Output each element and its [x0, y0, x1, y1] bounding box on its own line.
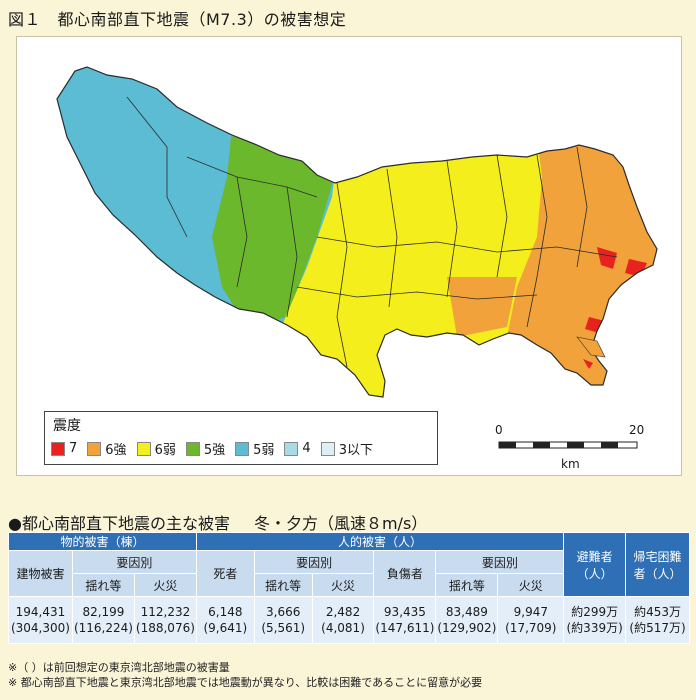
figure-title: 図１ 都心南部直下地震（M7.3）の被害想定 [8, 10, 347, 29]
legend-swatch [51, 441, 65, 456]
building-damage-value: 194,431 (304,300) [8, 596, 73, 644]
injured-cause-header: 要因別 [435, 550, 565, 574]
legend-item: 5弱 [235, 439, 274, 458]
evacuees-header: 避難者（人） [563, 532, 627, 597]
scale-unit-label: km [561, 457, 580, 471]
building-shaking-value: 82,199 (116,224) [71, 596, 135, 644]
stranded-value: 約453万 (約517万) [625, 596, 690, 644]
legend-items: 7 6強 6弱 5強 5弱 4 3以下 [51, 439, 373, 458]
injured-header: 負傷者 [373, 550, 437, 597]
death-fire-header: 火災 [311, 573, 375, 597]
footnote: ※ 都心南部直下地震と東京湾北部地震では地震動が異なり、比較は困難であることに留… [8, 676, 483, 689]
footnote: ※（ ）は前回想定の東京湾北部地震の被害量 [8, 661, 230, 674]
building-fire-header: 火災 [133, 573, 197, 597]
legend-item: 6弱 [136, 439, 176, 458]
legend-swatch [320, 441, 335, 456]
death-value: 6,148 (9,641) [195, 596, 255, 644]
death-shaking-header: 揺れ等 [253, 573, 313, 597]
death-header: 死者 [195, 550, 255, 597]
building-shaking-header: 揺れ等 [71, 573, 135, 597]
human-damage-header: 人的被害（人） [195, 532, 565, 551]
scale-end-label: 20 [629, 423, 645, 437]
physical-damage-header: 物的被害（棟） [8, 532, 197, 551]
building-damage-header: 建物被害 [8, 550, 73, 597]
scale-bar-graphic [498, 441, 638, 449]
stranded-header: 帰宅困難者（人） [625, 532, 690, 597]
section-subtitle: 冬・夕方（風速８m/s） [253, 514, 428, 533]
legend-swatch [185, 441, 200, 456]
injured-fire-header: 火災 [497, 573, 565, 597]
building-cause-header: 要因別 [71, 550, 197, 574]
intensity-map-panel: 震度 7 6強 6弱 5強 5弱 4 3以下 0 20 km [16, 36, 682, 476]
intensity-legend: 震度 7 6強 6弱 5強 5弱 4 3以下 [44, 411, 438, 465]
ward-boundaries [56, 66, 658, 398]
death-fire-value: 2,482 (4,081) [311, 596, 375, 644]
evacuees-value: 約299万 (約339万) [563, 596, 627, 644]
footnotes: ※（ ）は前回想定の東京湾北部地震の被害量 ※ 都心南部直下地震と東京湾北部地震… [8, 660, 482, 690]
legend-item: 7 [51, 439, 77, 458]
intensity-zones [57, 67, 657, 397]
scale-start-label: 0 [495, 423, 503, 437]
legend-item: 6強 [87, 439, 127, 458]
injured-fire-value: 9,947 (17,709) [497, 596, 565, 644]
legend-title: 震度 [53, 418, 81, 434]
injured-shaking-header: 揺れ等 [435, 573, 499, 597]
section-title: ●都心南部直下地震の主な被害 冬・夕方（風速８m/s） [8, 514, 428, 533]
building-fire-value: 112,232 (188,076) [133, 596, 197, 644]
table-row: 194,431 (304,300) 82,199 (116,224) 112,232… [8, 596, 690, 644]
injured-value: 93,435 (147,611) [373, 596, 437, 644]
legend-item: 4 [284, 439, 311, 458]
legend-swatch [136, 441, 151, 456]
injured-shaking-value: 83,489 (129,902) [435, 596, 499, 644]
death-shaking-value: 3,666 (5,561) [253, 596, 313, 644]
tokyo-intensity-map [56, 66, 658, 398]
legend-swatch [284, 441, 299, 456]
legend-item: 5強 [185, 439, 225, 458]
legend-item: 3以下 [320, 439, 373, 458]
death-cause-header: 要因別 [253, 550, 375, 574]
legend-swatch [235, 441, 250, 456]
scale-bar: 0 20 km [493, 423, 645, 471]
damage-table: 物的被害（棟） 人的被害（人） 避難者（人） 帰宅困難者（人） 建物被害 要因別… [8, 532, 690, 644]
legend-swatch [87, 441, 102, 456]
